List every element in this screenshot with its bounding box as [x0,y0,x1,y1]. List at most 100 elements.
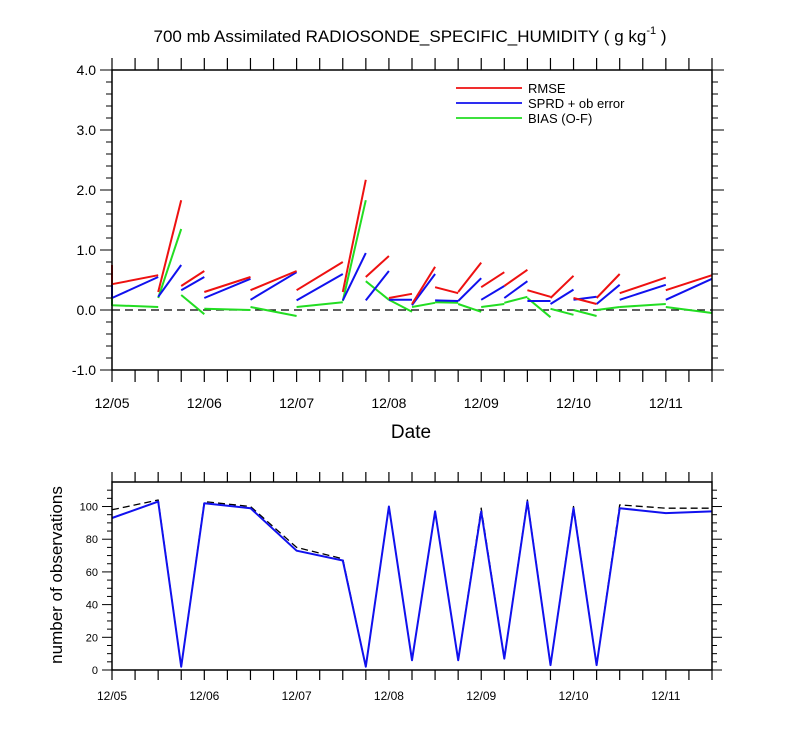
bottom-y-tick-label: 0 [92,665,98,677]
bottom-y-axis-label: number of observations [47,486,66,664]
series-line-rmse [503,268,528,287]
series-line-bias [411,301,436,308]
series-line-bias [388,298,413,313]
series-line-bias [296,301,343,308]
series-line-rmse [341,179,367,293]
bottom-x-tick-label: 12/08 [374,689,404,703]
obs-line-solid [111,500,713,668]
bottom-y-tick-label: 80 [86,534,98,546]
series-line-sprd [365,270,390,302]
series-line-sprd [411,273,436,306]
series-line-sprd [203,277,251,299]
series-line-bias [481,303,505,308]
series-line-bias [157,228,183,299]
top-x-tick-label: 12/07 [279,395,314,411]
series-line-bias [596,306,620,311]
legend-label: BIAS (O-F) [528,111,592,126]
series-line-rmse [457,261,482,293]
series-line-sprd [180,276,205,292]
top-plot-frame [111,69,713,371]
top-x-axis-label: Date [391,422,431,443]
series-line-sprd [249,271,298,301]
series-line-rmse [665,274,713,292]
series-line-sprd [457,277,482,302]
series-line-bias [341,199,367,302]
series-line-bias [550,307,574,316]
series-line-sprd [157,264,183,298]
legend-label: RMSE [528,81,566,96]
series-line-bias [111,289,159,308]
top-y-tick-label: -1.0 [72,362,96,378]
series-line-rmse [111,265,159,286]
series-line-sprd [665,277,713,301]
top-y-tick-label: 2.0 [77,182,97,198]
series-line-rmse [157,199,183,293]
series-line-rmse [388,292,413,299]
top-x-tick-label: 12/10 [556,395,591,411]
series-line-rmse [595,273,621,299]
legend-label: SPRD + ob error [528,96,625,111]
top-y-tick-label: 3.0 [77,122,97,138]
top-x-tick-label: 12/09 [464,395,499,411]
series-line-bias [204,307,251,311]
series-line-rmse [411,266,436,305]
series-line-rmse [573,297,597,305]
series-line-rmse [480,271,505,289]
series-line-sprd [549,288,575,305]
chart-title: 700 mb Assimilated RADIOSONDE_SPECIFIC_H… [154,25,667,46]
bottom-y-tick-label: 40 [86,600,98,612]
series-line-sprd [595,284,621,305]
bottom-ticks-group: 0 20 40 60 80 100 12/05 12/06 12/07 12/08 12/09 12/… [80,472,722,703]
series-line-sprd [341,252,367,301]
series-line-rmse [296,261,344,292]
bottom-y-tick-label: 100 [80,502,98,514]
series-line-sprd [503,280,528,299]
bottom-x-tick-label: 12/05 [97,689,127,703]
top-y-tick-label: 1.0 [77,242,97,258]
chart-title-main: 700 mb Assimilated RADIOSONDE_SPECIFIC_H… [154,27,647,46]
series-line-rmse [180,270,205,287]
series-line-rmse [203,276,251,293]
series-line-bias [250,306,297,317]
bottom-x-tick-label: 12/07 [282,689,312,703]
bottom-series-group [111,499,713,668]
top-series-group [111,179,713,318]
top-x-tick-label: 12/11 [649,395,683,411]
top-x-tick-label: 12/05 [94,395,129,411]
series-line-sprd [480,285,505,301]
series-line-sprd [296,273,344,302]
chart-title-end: ) [656,27,666,46]
series-line-sprd [619,283,667,301]
series-line-bias [435,301,459,304]
bottom-x-tick-label: 12/06 [189,689,219,703]
top-x-tick-label: 12/08 [371,395,406,411]
chart-title-superscript: -1 [646,25,656,37]
bottom-plot-frame [111,481,713,671]
series-line-rmse [365,255,390,278]
bottom-y-tick-label: 60 [86,567,98,579]
series-line-bias [573,309,597,317]
bottom-plot: 0 20 40 60 80 100 12/05 12/06 12/07 12/08 12/09 12/… [47,472,722,703]
top-ticks-group: -1.0 0.0 1.0 2.0 3.0 4.0 12/05 12/06 12/07 12/08 1… [72,58,724,411]
series-line-rmse [250,270,297,292]
series-line-rmse [549,275,575,299]
bottom-x-tick-label: 12/09 [466,689,496,703]
series-line-rmse [434,286,459,295]
series-line-bias [365,280,390,301]
top-y-tick-label: 0.0 [77,302,97,318]
series-line-bias [665,306,713,314]
series-line-bias [619,303,666,308]
series-line-rmse [619,276,667,295]
bottom-y-tick-label: 20 [86,632,98,644]
series-line-bias [457,303,482,313]
top-x-tick-label: 12/06 [187,395,222,411]
top-plot: -1.0 0.0 1.0 2.0 3.0 4.0 12/05 12/06 12/07 12/08 1… [72,58,724,443]
series-line-bias [180,294,205,315]
series-line-bias [504,295,528,304]
series-line-rmse [527,289,551,298]
top-y-tick-label: 4.0 [77,62,97,78]
bottom-x-tick-label: 12/11 [651,689,680,703]
bottom-x-tick-label: 12/10 [559,689,589,703]
